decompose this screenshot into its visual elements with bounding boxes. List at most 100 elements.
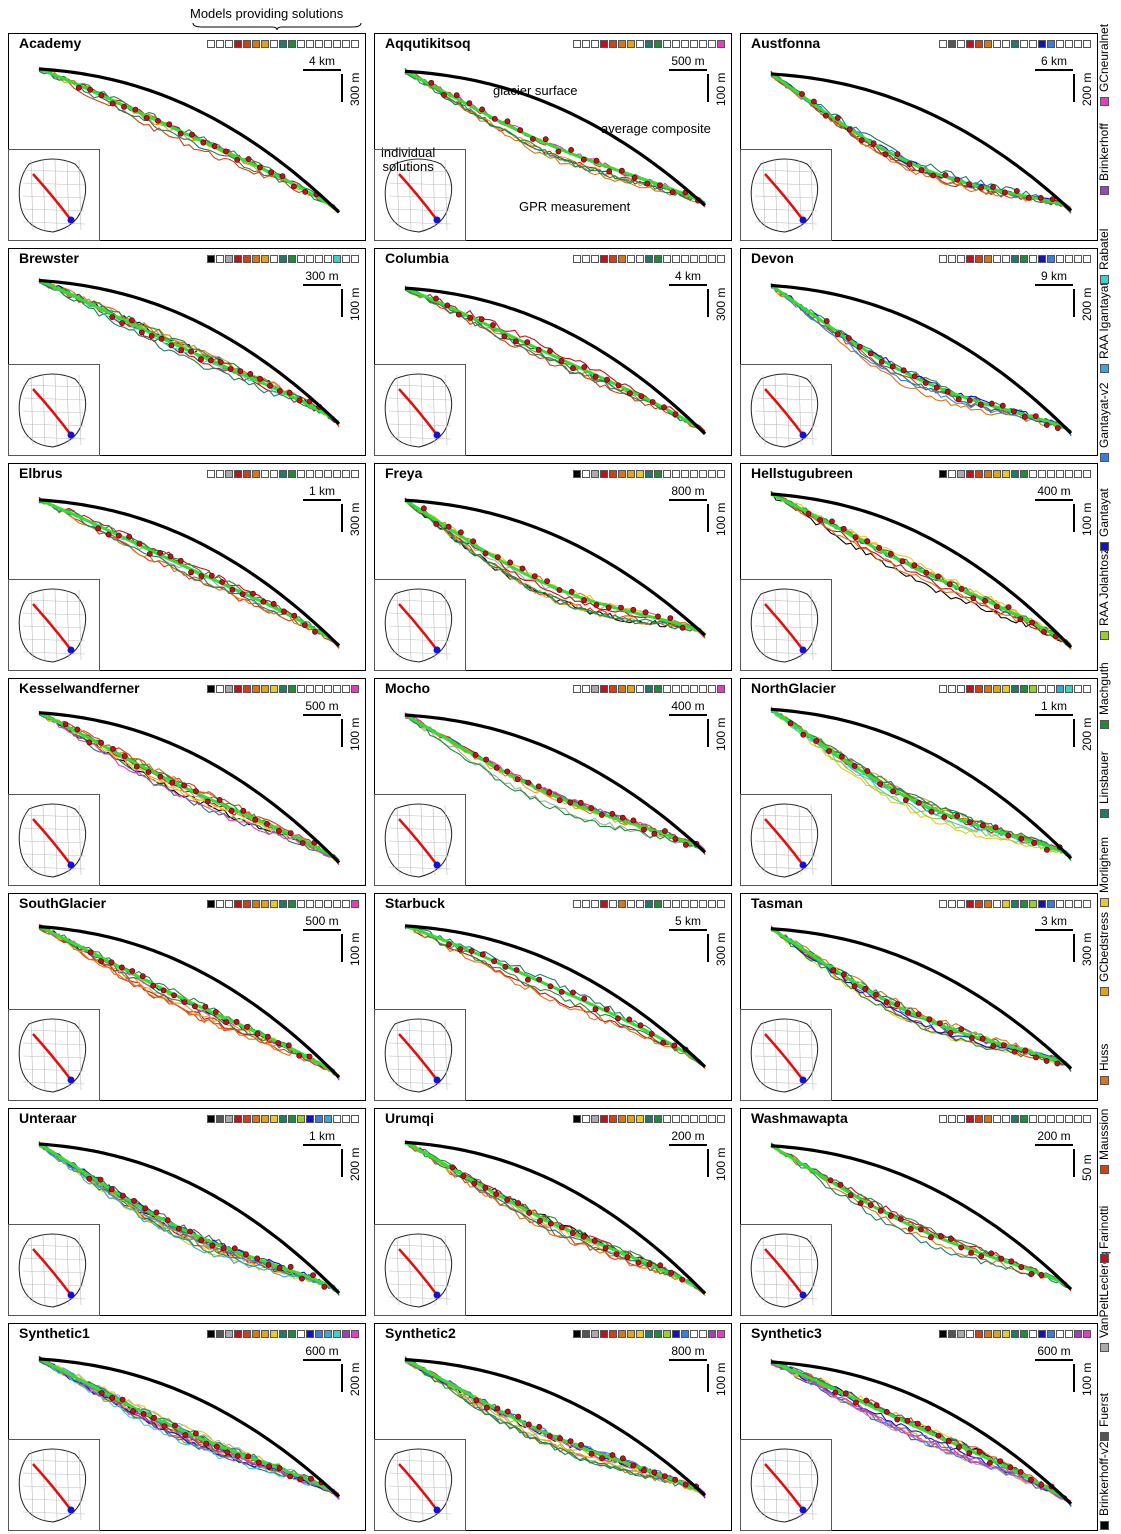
panel-synthetic3: Synthetic3 600 m 100 m xyxy=(740,1323,1098,1531)
gpr-point xyxy=(286,389,293,396)
model-square-gantayat xyxy=(306,470,314,478)
gpr-point xyxy=(287,830,294,837)
gpr-point xyxy=(826,748,832,754)
glacier-surface-line xyxy=(404,69,707,207)
legend-label: Gantayat-v2 xyxy=(1097,382,1111,448)
gpr-point xyxy=(872,991,879,998)
flowline-start-point xyxy=(433,1076,441,1084)
gpr-point xyxy=(120,1192,126,1199)
gpr-point xyxy=(936,1020,943,1027)
gpr-point xyxy=(915,1011,922,1017)
panel-title: Brewster xyxy=(19,250,79,266)
horizontal-scale-bar xyxy=(303,1359,341,1361)
model-square-farinotti xyxy=(234,1115,242,1123)
gpr-point xyxy=(202,1003,209,1010)
gpr-point xyxy=(830,967,837,974)
model-square-fuerst xyxy=(582,40,590,48)
gpr-point xyxy=(62,721,69,728)
legend-swatch xyxy=(1099,275,1109,284)
legend-label: RAA Jolahtosz xyxy=(1097,547,1111,626)
panel-title: Starbuck xyxy=(385,895,445,911)
legend-label: Brinkerhoff xyxy=(1097,123,1111,181)
model-square-gcneuralnet xyxy=(717,470,725,478)
profile-plot xyxy=(38,1355,341,1500)
gpr-point xyxy=(182,1432,189,1438)
gpr-point xyxy=(599,1455,605,1461)
gpr-point xyxy=(168,342,175,349)
solution-line-maussion xyxy=(404,1140,706,1294)
gpr-point xyxy=(863,1397,870,1404)
gpr-point xyxy=(297,1476,304,1482)
gpr-point xyxy=(310,1272,316,1278)
panel-title: Synthetic3 xyxy=(751,1325,822,1341)
model-square-gantayat xyxy=(672,1330,680,1338)
model-square-brinkerhoff-v2 xyxy=(939,255,947,263)
model-square-raa-jolahtosz xyxy=(663,40,671,48)
gpr-point xyxy=(524,976,531,983)
model-square-gcbedstress xyxy=(627,40,635,48)
glacier-outline-inset xyxy=(374,1439,466,1531)
legend-label: Linsbauer xyxy=(1097,751,1111,804)
gpr-point xyxy=(74,726,81,733)
glacier-surface-line xyxy=(770,492,1073,649)
model-availability xyxy=(939,470,1091,478)
gpr-point xyxy=(298,1275,305,1282)
model-square-raa-jolahtosz xyxy=(297,255,305,263)
model-square-maussion xyxy=(609,1330,617,1338)
model-square-machguth xyxy=(288,255,296,263)
gpr-point xyxy=(609,1452,616,1458)
vertical-scale-bar xyxy=(707,1364,709,1392)
gpr-point xyxy=(473,1397,480,1404)
model-square-linsbauer xyxy=(279,255,287,263)
gpr-point xyxy=(132,106,139,113)
glacier-outline-inset xyxy=(8,794,100,886)
gpr-point xyxy=(878,359,885,365)
gpr-point xyxy=(470,538,477,545)
model-square-linsbauer xyxy=(1011,470,1019,478)
model-square-brinkerhoff-v2 xyxy=(939,685,947,693)
glacier-outline-inset xyxy=(374,1009,466,1101)
horizontal-scale: 500 m xyxy=(303,699,341,716)
model-square-gantayat-v2 xyxy=(315,900,323,908)
model-square-rabatel xyxy=(333,470,341,478)
model-square-gantayat-v2 xyxy=(1047,470,1055,478)
gpr-point xyxy=(155,118,161,124)
model-square-brinkerhoff-v2 xyxy=(207,255,215,263)
model-square-rabatel xyxy=(699,40,707,48)
gpr-point xyxy=(1038,1271,1045,1278)
gpr-point xyxy=(933,384,940,391)
gpr-point xyxy=(542,136,549,143)
gpr-point xyxy=(105,531,112,538)
model-square-linsbauer xyxy=(1011,1115,1019,1123)
gpr-point xyxy=(568,588,575,595)
model-square-linsbauer xyxy=(645,255,653,263)
gpr-point xyxy=(139,973,146,980)
gpr-point xyxy=(858,137,865,144)
panel-title: Unteraar xyxy=(19,1110,77,1126)
gpr-point xyxy=(906,161,913,168)
panel-devon: Devon 9 km 200 m xyxy=(740,248,1098,456)
legend-item: Linsbauer xyxy=(1097,751,1111,818)
gpr-point xyxy=(478,316,485,323)
gpr-point xyxy=(133,763,140,770)
model-availability xyxy=(573,900,725,908)
gpr-point xyxy=(1011,1048,1018,1055)
gpr-point xyxy=(108,1186,115,1193)
gpr-point xyxy=(1000,1042,1007,1048)
model-square-raa-jolahtosz xyxy=(663,1115,671,1123)
gpr-point xyxy=(907,1226,914,1232)
gpr-point xyxy=(841,971,847,978)
model-square-gantayat xyxy=(306,255,314,263)
horizontal-scale-label: 3 km xyxy=(1040,914,1067,928)
glacier-outline-inset xyxy=(740,149,832,241)
model-square-raa-igantayat xyxy=(690,1115,698,1123)
glacier-surface-line xyxy=(770,1144,1073,1291)
gpr-point xyxy=(602,1245,609,1252)
glacier-outline-inset xyxy=(374,794,466,886)
model-square-vanpeltleclercq xyxy=(225,40,233,48)
panel-kesselwandferner: Kesselwandferner 500 m 100 m xyxy=(8,678,366,886)
model-square-gantayat-v2 xyxy=(1047,1330,1055,1338)
model-availability xyxy=(573,470,725,478)
panel-title: Synthetic2 xyxy=(385,1325,456,1341)
model-square-gantayat xyxy=(306,900,314,908)
